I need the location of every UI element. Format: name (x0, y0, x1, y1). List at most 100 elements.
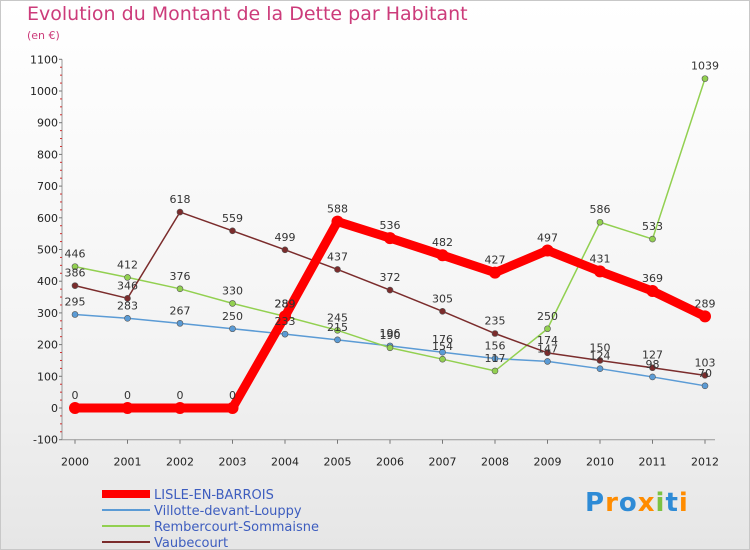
data-point-0 (646, 285, 659, 298)
logo-letter: x (637, 488, 656, 518)
data-point-0 (226, 402, 239, 414)
data-point-2 (649, 235, 656, 243)
y-tick-label: 900 (37, 117, 58, 130)
data-label-2: 117 (485, 352, 506, 365)
data-label-1: 98 (646, 358, 660, 371)
data-point-3 (386, 286, 394, 294)
data-label-3: 372 (380, 271, 401, 284)
x-tick-label: 2006 (376, 456, 404, 469)
data-label-1: 124 (590, 350, 611, 363)
y-tick-label: 800 (37, 148, 58, 161)
data-point-0 (331, 215, 344, 228)
data-point-3 (281, 246, 289, 254)
data-point-3 (229, 227, 236, 235)
data-point-0 (699, 310, 711, 323)
data-point-1 (334, 336, 341, 344)
data-label-1: 295 (65, 295, 86, 308)
data-point-0 (384, 232, 396, 245)
data-point-3 (71, 282, 79, 289)
x-tick-label: 2007 (429, 456, 457, 469)
data-point-1 (229, 325, 236, 333)
data-label-1: 156 (485, 340, 506, 353)
x-tick-label: 2002 (166, 456, 194, 469)
data-label-0: 0 (72, 389, 79, 402)
data-point-2 (229, 300, 236, 307)
x-tick-label: 2010 (586, 456, 614, 469)
data-label-2: 250 (537, 310, 558, 323)
data-label-2: 446 (65, 248, 86, 261)
x-tick-label: 2005 (324, 456, 352, 469)
data-point-1 (124, 314, 131, 322)
data-label-3: 618 (170, 193, 191, 206)
chart-title: Evolution du Montant de la Dette par Hab… (27, 3, 468, 25)
data-label-2: 1039 (691, 60, 719, 73)
data-label-3: 103 (695, 356, 716, 369)
legend-label-0: LISLE-EN-BARROIS (154, 488, 274, 503)
data-label-2: 586 (590, 203, 611, 216)
data-point-2 (334, 327, 341, 334)
data-label-2: 245 (327, 311, 348, 324)
x-tick-label: 2009 (534, 456, 562, 469)
data-point-0 (594, 265, 606, 278)
y-tick-label: 400 (37, 275, 58, 288)
logo-letter: t (665, 488, 679, 518)
data-label-0: 482 (432, 236, 453, 249)
data-point-3 (439, 308, 446, 315)
data-label-3: 305 (432, 292, 453, 305)
y-tick-label: 300 (37, 307, 58, 320)
data-point-1 (439, 348, 446, 356)
data-label-1: 233 (275, 315, 296, 328)
data-label-0: 431 (590, 252, 611, 265)
y-tick-label: -100 (33, 434, 58, 447)
data-label-0: 427 (485, 254, 506, 267)
data-label-1: 250 (222, 310, 243, 323)
data-point-2 (701, 75, 709, 82)
y-tick-label: 600 (37, 212, 58, 225)
data-point-0 (436, 249, 449, 262)
x-tick-label: 2012 (691, 456, 719, 469)
y-tick-label: 200 (37, 339, 58, 352)
data-label-0: 0 (177, 389, 184, 402)
data-label-1: 176 (432, 333, 453, 346)
proxiti-logo: Proxiti (585, 488, 689, 518)
data-label-0: 289 (695, 297, 716, 310)
x-tick-label: 2011 (639, 456, 667, 469)
x-tick-label: 2000 (61, 456, 89, 469)
logo-letter: r (605, 488, 619, 518)
data-point-0 (69, 402, 81, 414)
data-label-0: 289 (275, 297, 296, 310)
data-point-3 (596, 357, 604, 364)
data-point-1 (649, 373, 656, 381)
data-point-2 (386, 344, 394, 352)
data-label-0: 0 (124, 389, 131, 402)
legend-label-2: Rembercourt-Sommaisne (154, 520, 319, 535)
data-point-2 (491, 367, 499, 375)
legend-label-3: Vaubecourt (154, 536, 228, 550)
data-label-0: 0 (229, 389, 236, 402)
data-point-2 (544, 325, 551, 333)
data-point-2 (124, 274, 131, 281)
data-point-3 (544, 349, 551, 357)
y-tick-label: 100 (37, 370, 58, 383)
x-tick-label: 2003 (219, 456, 247, 469)
data-label-0: 369 (642, 272, 663, 285)
data-point-1 (491, 355, 499, 362)
data-point-0 (541, 244, 554, 257)
data-label-3: 386 (65, 267, 86, 280)
data-label-3: 127 (642, 349, 663, 362)
data-label-1: 267 (170, 304, 191, 317)
data-point-1 (544, 358, 551, 365)
data-label-0: 588 (327, 203, 348, 216)
data-label-3: 499 (275, 231, 296, 244)
data-label-1: 196 (380, 327, 401, 340)
data-point-0 (174, 402, 186, 414)
data-point-1 (596, 365, 604, 372)
data-label-0: 536 (380, 219, 401, 232)
data-point-0 (279, 310, 291, 323)
logo-letter: i (655, 488, 666, 518)
data-label-2: 154 (432, 340, 453, 353)
data-label-1: 147 (537, 342, 558, 355)
data-point-3 (176, 208, 184, 216)
data-label-3: 559 (222, 212, 243, 225)
